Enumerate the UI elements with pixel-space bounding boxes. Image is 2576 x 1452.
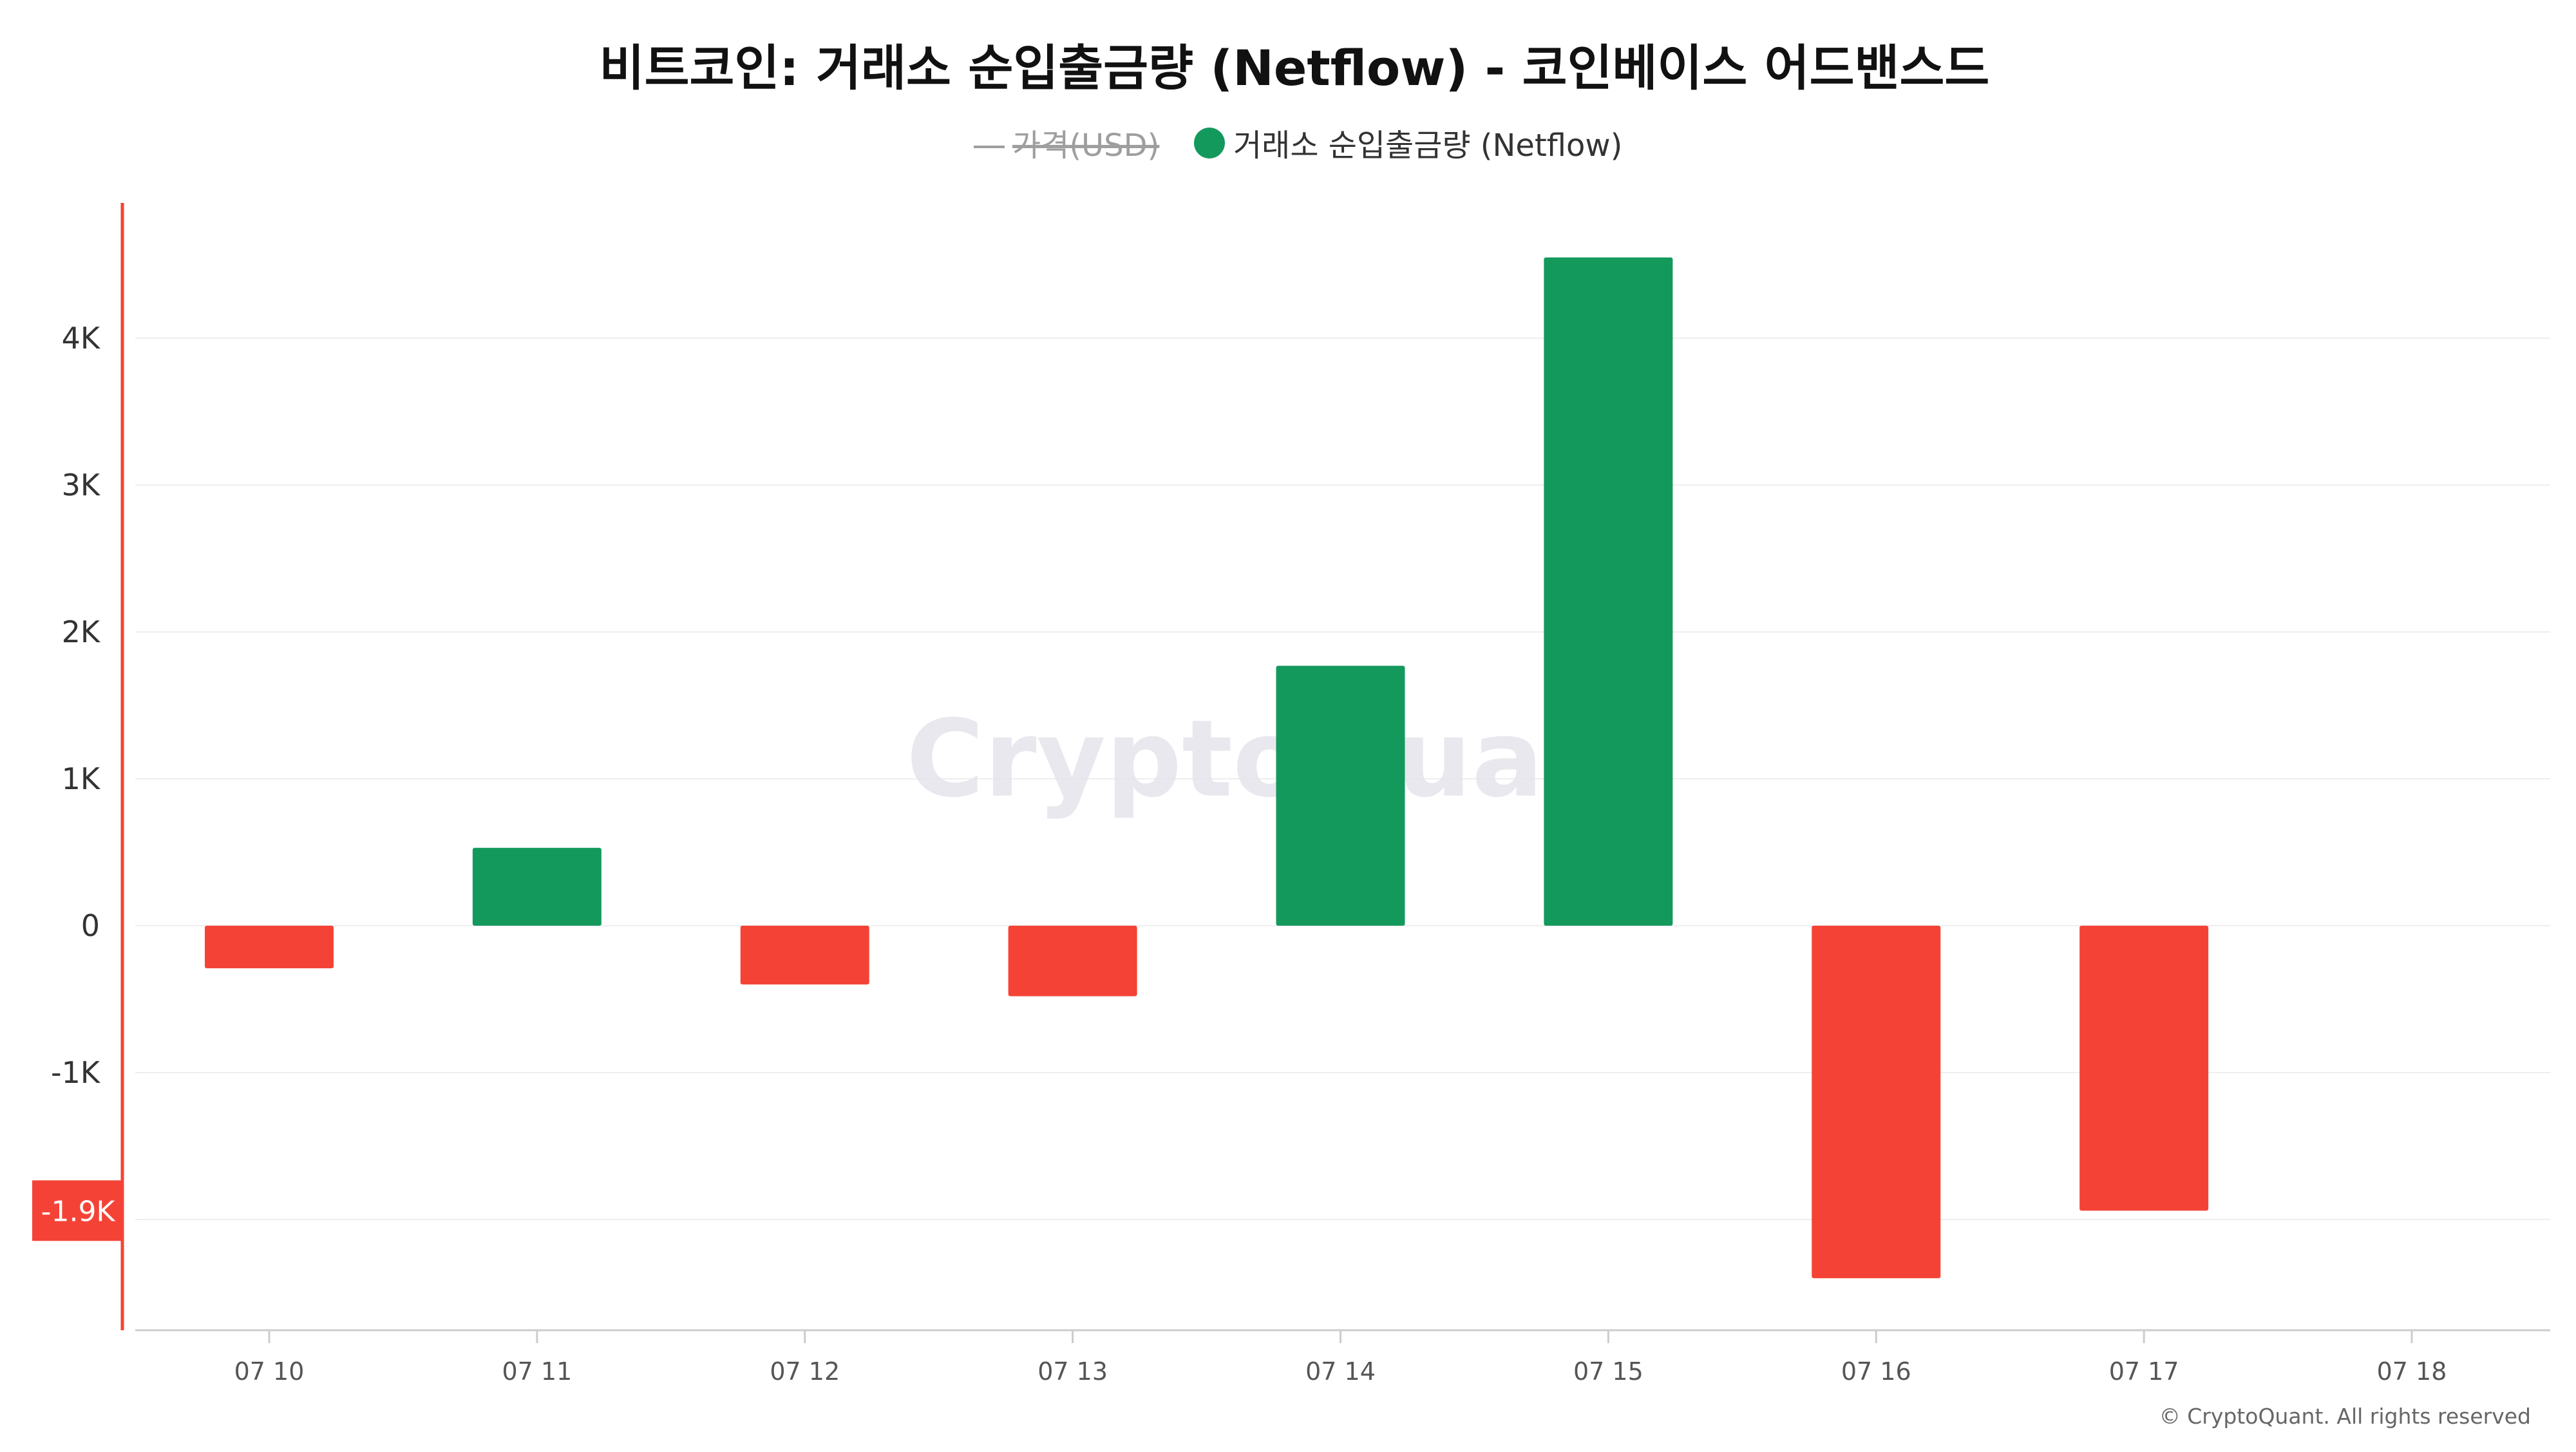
bar[interactable] xyxy=(1276,665,1405,926)
x-tick-label: 07 14 xyxy=(1305,1357,1376,1386)
x-tick-labels: 07 10 07 11 07 12 07 13 07 14 07 15 07 16 07 17… xyxy=(234,1330,2447,1386)
x-tick-label: 07 11 xyxy=(502,1357,572,1386)
bar[interactable] xyxy=(205,926,334,969)
bar[interactable] xyxy=(472,848,601,926)
x-tick-label: 07 18 xyxy=(2377,1357,2447,1386)
y-tick-label: 2K xyxy=(62,615,101,649)
y-tick-labels: 4K 3K 2K 1K 0 -1K xyxy=(51,321,101,1090)
y-tick-label: 1K xyxy=(62,761,101,796)
y-tick-label: 4K xyxy=(62,321,101,356)
y-tick-label: -1K xyxy=(51,1055,101,1090)
x-tick-label: 07 10 xyxy=(234,1357,305,1386)
bar[interactable] xyxy=(1008,926,1137,997)
bar[interactable] xyxy=(1544,257,1673,926)
current-value-marker: -1.9K xyxy=(32,1180,124,1241)
legend-label-netflow: 거래소 순입출금량 (Netflow) xyxy=(1233,128,1622,164)
legend-item-netflow[interactable]: 거래소 순입출금량 (Netflow) xyxy=(1194,128,1622,164)
y-tick-label: 3K xyxy=(62,468,101,502)
bar[interactable] xyxy=(740,926,869,985)
bar[interactable] xyxy=(1812,926,1941,1279)
x-tick-label: 07 15 xyxy=(1573,1357,1643,1386)
x-tick-label: 07 13 xyxy=(1037,1357,1108,1386)
x-tick-label: 07 16 xyxy=(1841,1357,1911,1386)
bars xyxy=(205,257,2209,1279)
legend[interactable]: 가격(USD) 거래소 순입출금량 (Netflow) xyxy=(974,128,1622,164)
current-value-badge xyxy=(32,1180,124,1241)
copyright-text: © CryptoQuant. All rights reserved xyxy=(2159,1404,2531,1429)
legend-item-price[interactable]: 가격(USD) xyxy=(974,128,1159,164)
legend-circle-icon xyxy=(1194,128,1225,158)
chart-title: 비트코인: 거래소 순입출금량 (Netflow) - 코인베이스 어드밴스드 xyxy=(600,39,1990,97)
x-tick-label: 07 12 xyxy=(770,1357,840,1386)
y-tick-label: 0 xyxy=(81,908,100,943)
x-tick-label: 07 17 xyxy=(2109,1357,2179,1386)
bar[interactable] xyxy=(2079,926,2209,1211)
current-value-label: -1.9K xyxy=(41,1195,116,1228)
